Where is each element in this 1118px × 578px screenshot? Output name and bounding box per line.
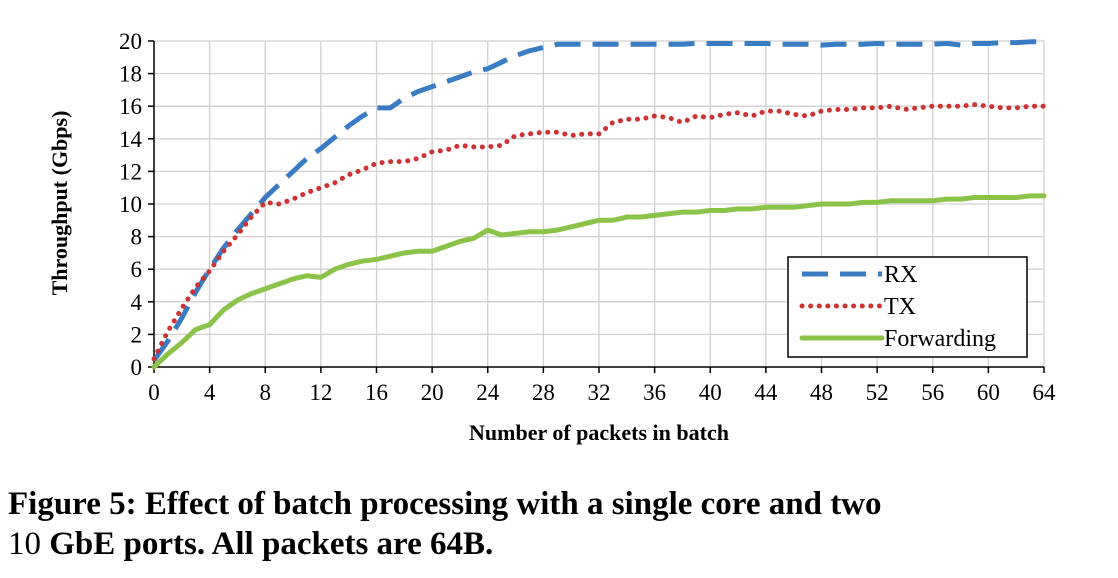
legend: RX TX Forwarding (787, 256, 1028, 358)
x-tick-label-12: 12 (309, 380, 332, 405)
caption-line-2: 10 GbE ports. All packets are 64B. (8, 524, 1112, 564)
series-line-forwarding (151, 193, 1047, 370)
y-tick-label-20: 20 (119, 29, 142, 54)
x-tick-label-40: 40 (699, 380, 722, 405)
y-tick-label-0: 0 (131, 355, 143, 380)
x-tick-label-32: 32 (588, 380, 611, 405)
x-tick-label-44: 44 (754, 380, 778, 405)
series-line-rx (151, 39, 1044, 362)
y-tick-label-6: 6 (131, 257, 143, 282)
x-tick-label-0: 0 (148, 380, 160, 405)
x-tick-label-56: 56 (921, 380, 944, 405)
caption-number: 10 (8, 526, 41, 562)
x-tick-label-4: 4 (204, 380, 216, 405)
y-tick-label-14: 14 (119, 127, 143, 152)
legend-label-forwarding: Forwarding (884, 326, 996, 352)
caption-line-1: Figure 5: Effect of batch processing wit… (8, 486, 882, 522)
series-lines (151, 39, 1047, 370)
y-tick-label-2: 2 (131, 322, 143, 347)
x-tick-label-52: 52 (866, 380, 889, 405)
y-tick-label-4: 4 (131, 290, 143, 315)
chart-axes (148, 40, 1045, 373)
x-tick-label-8: 8 (260, 380, 272, 405)
x-tick-label-48: 48 (810, 380, 833, 405)
y-tick-label-12: 12 (119, 159, 142, 184)
y-tick-label-8: 8 (131, 225, 143, 250)
x-tick-label-60: 60 (977, 380, 1000, 405)
x-tick-label-64: 64 (1033, 380, 1057, 405)
series-line-tx (151, 102, 1047, 362)
x-axis-label: Number of packets in batch (469, 420, 729, 445)
y-axis-label: Throughput (Gbps) (47, 111, 72, 296)
y-tick-label-16: 16 (119, 94, 142, 119)
x-tick-label-16: 16 (365, 380, 388, 405)
legend-label-rx: RX (884, 262, 917, 288)
legend-label-tx: TX (884, 294, 916, 320)
x-tick-label-20: 20 (421, 380, 444, 405)
x-tick-label-24: 24 (476, 380, 500, 405)
y-tick-label-18: 18 (119, 62, 142, 87)
y-tick-label-10: 10 (119, 192, 142, 217)
x-tick-label-28: 28 (532, 380, 555, 405)
caption-line-2-text: GbE ports. All packets are 64B. (41, 526, 494, 562)
figure-caption: Figure 5: Effect of batch processing wit… (8, 484, 1112, 564)
x-tick-label-36: 36 (643, 380, 666, 405)
